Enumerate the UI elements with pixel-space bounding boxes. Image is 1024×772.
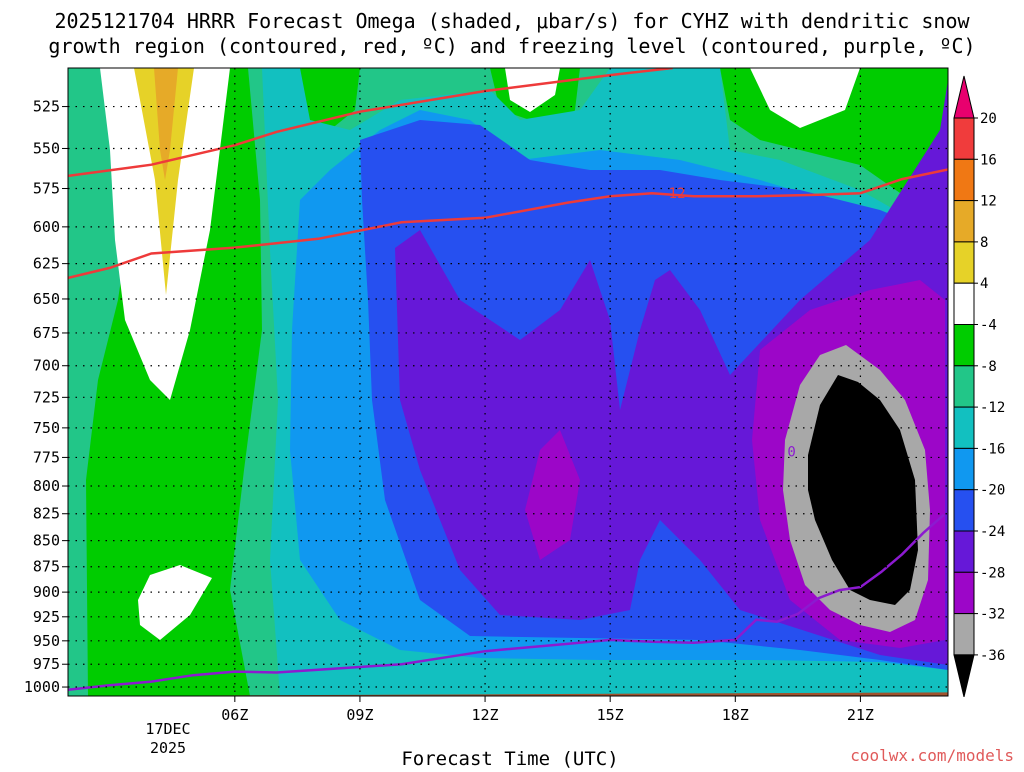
colorbar-label: -28 bbox=[980, 565, 1005, 581]
freezing-level-label: 0 bbox=[787, 445, 795, 461]
colorbar-swatch bbox=[953, 489, 975, 532]
x-tick-label: 09Z bbox=[346, 706, 373, 724]
credit-text: coolwx.com/models bbox=[850, 746, 1014, 765]
colorbar-swatch bbox=[953, 324, 975, 367]
omega-region-white-low bbox=[138, 565, 212, 640]
colorbar-label: -36 bbox=[980, 648, 1005, 664]
x-axis: 06Z 09Z 12Z 15Z 18Z 21Z bbox=[221, 696, 874, 724]
colorbar-swatch bbox=[953, 406, 975, 449]
y-tick-label: 975 bbox=[33, 655, 60, 673]
y-tick-label: 1000 bbox=[24, 678, 60, 696]
chart-title-line-2: growth region (contoured, red, ºC) and f… bbox=[48, 34, 975, 58]
omega-region-white-topmid bbox=[505, 68, 560, 112]
colorbar-label: -20 bbox=[980, 483, 1005, 499]
dgz-lower-contour bbox=[68, 168, 948, 280]
colorbar-label: -4 bbox=[980, 318, 997, 334]
freezing-level-contour bbox=[68, 513, 945, 691]
y-tick-label: 525 bbox=[33, 98, 60, 116]
omega-region-darkpurple bbox=[525, 430, 580, 560]
colorbar-cap-top bbox=[953, 75, 975, 119]
terrain bbox=[68, 692, 948, 696]
y-tick-label: 550 bbox=[33, 139, 60, 157]
colorbar-label: -12 bbox=[980, 400, 1005, 416]
colorbar-label: 12 bbox=[980, 194, 997, 210]
x-tick-label: 15Z bbox=[597, 706, 624, 724]
y-tick-label: 875 bbox=[33, 558, 60, 576]
omega-region-yellow bbox=[134, 68, 194, 295]
colorbar-label: -32 bbox=[980, 607, 1005, 623]
y-tick-label: 700 bbox=[33, 357, 60, 375]
x-tick-label: 18Z bbox=[722, 706, 749, 724]
x-tick-label: 21Z bbox=[847, 706, 874, 724]
dgz-upper-contour bbox=[68, 68, 673, 178]
colorbar-label: 8 bbox=[980, 235, 988, 251]
colorbar-label: 20 bbox=[980, 111, 997, 127]
colorbar-label: 16 bbox=[980, 152, 997, 168]
dgz-contour-label: -12 bbox=[660, 186, 685, 202]
x-tick-label: 06Z bbox=[221, 706, 248, 724]
y-tick-label: 850 bbox=[33, 532, 60, 550]
colorbar-swatch bbox=[953, 613, 975, 656]
x-tick-label: 12Z bbox=[472, 706, 499, 724]
omega-region-gold bbox=[154, 68, 178, 180]
colorbar-swatch bbox=[953, 282, 975, 326]
y-axis: 525 550 575 600 625 650 675 700 725 750 775 800 825 8… bbox=[24, 98, 68, 696]
y-tick-label: 675 bbox=[33, 324, 60, 342]
y-tick-label: 925 bbox=[33, 608, 60, 626]
y-tick-label: 900 bbox=[33, 583, 60, 601]
x-date-label-line-2: 2025 bbox=[150, 739, 186, 757]
y-tick-label: 725 bbox=[33, 388, 60, 406]
y-tick-label: 650 bbox=[33, 290, 60, 308]
colorbar-swatch bbox=[953, 241, 975, 284]
y-tick-label: 825 bbox=[33, 505, 60, 523]
y-tick-label: 775 bbox=[33, 448, 60, 466]
colorbar-swatch bbox=[953, 365, 975, 408]
chart-title-line-1: 2025121704 HRRR Forecast Omega (shaded, … bbox=[54, 9, 970, 33]
omega-region-black bbox=[808, 375, 918, 605]
colorbar-swatch bbox=[953, 200, 975, 243]
colorbar: 20 16 12 8 4 -4 -8 -12 -16 -20 -24 -28 -32 -36 bbox=[953, 75, 1005, 698]
plot-area: -12 0 bbox=[68, 68, 948, 696]
colorbar-swatch bbox=[953, 117, 975, 160]
colorbar-label: 4 bbox=[980, 276, 988, 292]
colorbar-label: -16 bbox=[980, 441, 1005, 457]
y-tick-label: 800 bbox=[33, 477, 60, 495]
y-tick-label: 625 bbox=[33, 255, 60, 273]
colorbar-cap-bottom bbox=[953, 654, 975, 698]
omega-region-white-topright bbox=[750, 68, 860, 128]
colorbar-swatch bbox=[953, 571, 975, 615]
colorbar-swatch bbox=[953, 158, 975, 202]
colorbar-label: -8 bbox=[980, 359, 997, 375]
colorbar-label: -24 bbox=[980, 524, 1005, 540]
colorbar-swatch bbox=[953, 447, 975, 491]
plot-frame bbox=[67, 67, 949, 697]
y-tick-label: 600 bbox=[33, 218, 60, 236]
x-date-label-line-1: 17DEC bbox=[145, 720, 190, 738]
y-tick-label: 750 bbox=[33, 419, 60, 437]
y-tick-label: 575 bbox=[33, 180, 60, 198]
x-axis-label: Forecast Time (UTC) bbox=[401, 748, 618, 768]
colorbar-swatch bbox=[953, 530, 975, 573]
y-tick-label: 950 bbox=[33, 632, 60, 650]
